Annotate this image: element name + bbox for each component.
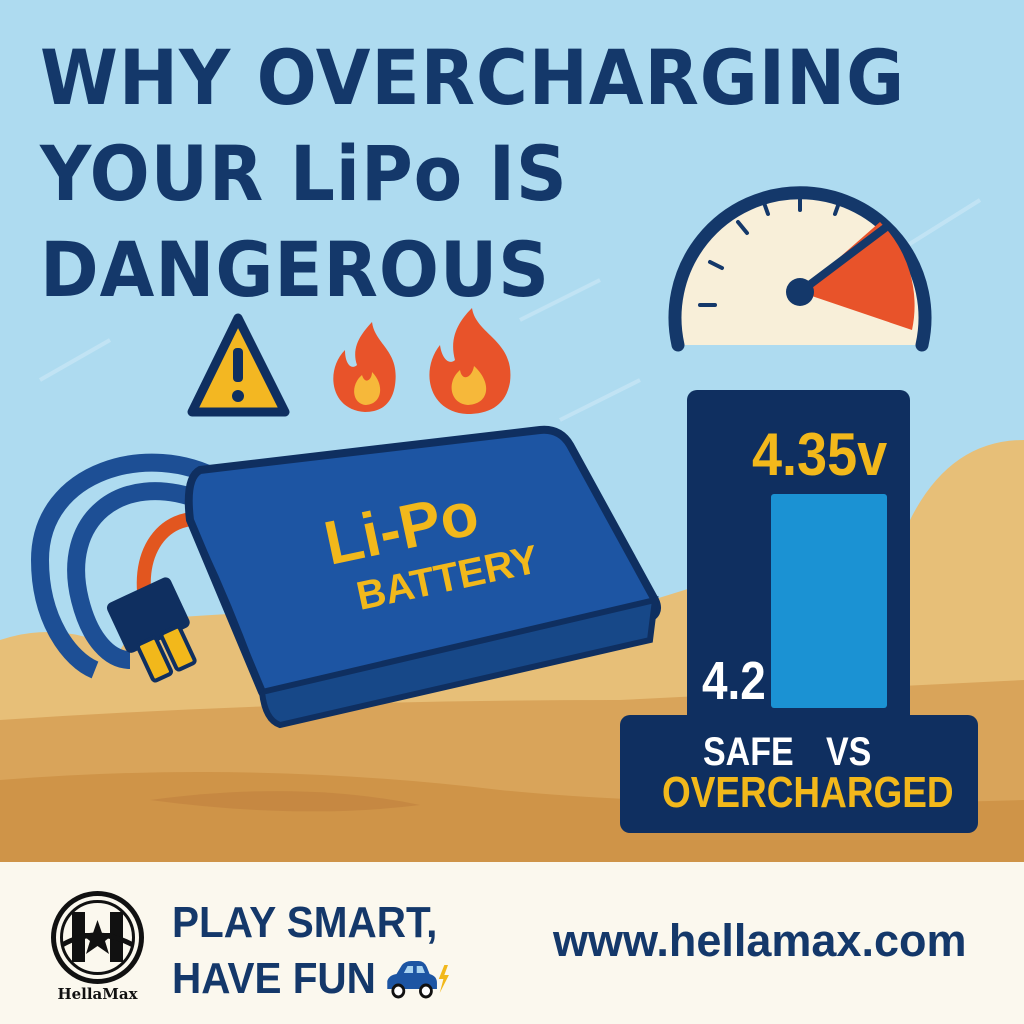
website-link[interactable]: www.hellamax.com bbox=[553, 915, 967, 966]
overcharged-voltage-bar bbox=[771, 494, 887, 708]
slogan-line-1: PLAY SMART, bbox=[172, 898, 438, 947]
lightning-icon bbox=[438, 965, 449, 993]
title-line-1: WHY OVERCHARGING bbox=[40, 33, 906, 122]
overcharged-voltage: 4.35v bbox=[752, 421, 888, 488]
overcharged-label: OVERCHARGED bbox=[662, 768, 954, 817]
gauge-icon bbox=[668, 186, 932, 352]
safe-voltage: 4.2 bbox=[702, 651, 766, 711]
safe-label: SAFE bbox=[703, 730, 794, 774]
brand-name: HellaMax bbox=[57, 985, 138, 1003]
voltage-panel-base bbox=[620, 715, 978, 833]
footer bbox=[0, 862, 1024, 1024]
hellamax-logo bbox=[51, 891, 144, 984]
battery-illustration: Li-Po BATTERY bbox=[30, 425, 661, 729]
vs-label: VS bbox=[826, 730, 872, 774]
title-line-2: YOUR LiPo IS bbox=[40, 129, 568, 218]
slogan: PLAY SMART, HAVE FUN bbox=[172, 895, 450, 1007]
title-line-3: DANGEROUS bbox=[40, 225, 551, 314]
car-icon bbox=[386, 961, 449, 999]
fire-icon bbox=[333, 322, 396, 412]
fire-icon bbox=[429, 308, 511, 414]
slogan-line-2: HAVE FUN bbox=[172, 954, 376, 1003]
warning-icon bbox=[187, 313, 290, 417]
battery-connector bbox=[106, 577, 197, 683]
page-title: WHY OVERCHARGING YOUR LiPo IS DANGEROUS bbox=[40, 30, 905, 318]
